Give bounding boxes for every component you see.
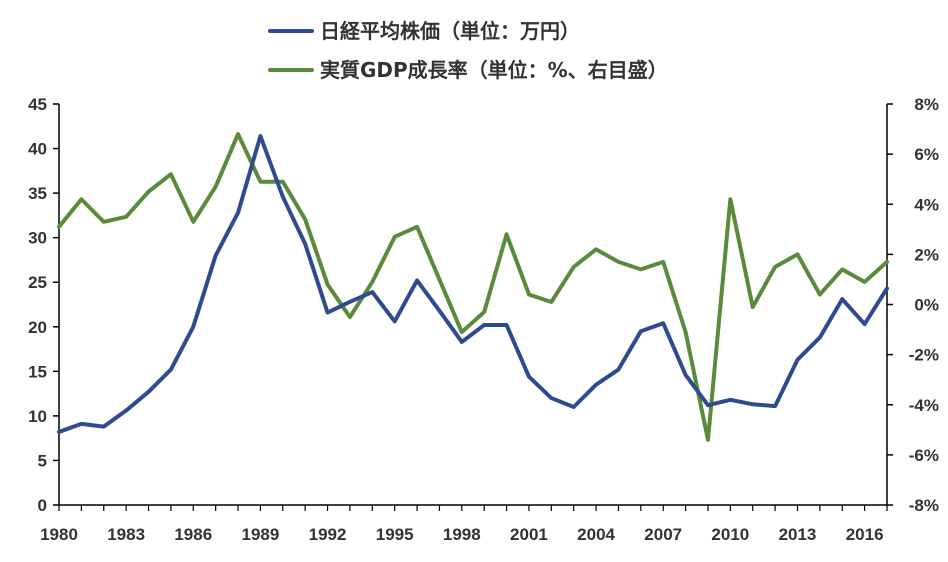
x-tick-label: 1989	[241, 525, 279, 544]
right-tick-label: 2%	[914, 245, 939, 264]
left-tick-label: 15	[28, 362, 47, 381]
right-tick-label: -6%	[909, 446, 939, 465]
right-tick-label: 6%	[914, 145, 939, 164]
left-tick-label: 30	[28, 229, 47, 248]
left-tick-label: 0	[38, 496, 47, 515]
x-tick-label: 1983	[107, 525, 145, 544]
right-tick-label: -2%	[909, 346, 939, 365]
left-tick-label: 5	[38, 451, 47, 470]
legend-item-gdp: 実質GDP成長率（単位：%、右目盛）	[268, 58, 668, 82]
left-tick-label: 20	[28, 318, 47, 337]
x-tick-label: 2001	[510, 525, 548, 544]
legend-label-gdp: 実質GDP成長率（単位：%、右目盛）	[320, 58, 668, 82]
left-tick-label: 10	[28, 407, 47, 426]
legend: 日経平均株価（単位：万円） 実質GDP成長率（単位：%、右目盛）	[268, 19, 668, 82]
right-tick-label: 0%	[914, 296, 939, 315]
x-tick-label: 2013	[779, 525, 817, 544]
series-layer	[57, 132, 889, 442]
left-axis-ticks: 0 5 10 15 20 25 30 35 40 45	[28, 95, 59, 515]
right-tick-label: -8%	[909, 496, 939, 515]
x-tick-label: 2007	[644, 525, 682, 544]
x-tick-label: 1980	[40, 525, 78, 544]
x-tick-label: 1986	[174, 525, 212, 544]
right-tick-label: 4%	[914, 195, 939, 214]
right-tick-label: -4%	[909, 396, 939, 415]
x-tick-label: 1992	[309, 525, 347, 544]
right-tick-label: 8%	[914, 95, 939, 114]
series-line-nikkei	[57, 134, 889, 434]
x-tick-label: 2010	[711, 525, 749, 544]
series-line-gdp	[57, 132, 889, 442]
left-tick-label: 35	[28, 184, 47, 203]
legend-label-nikkei: 日経平均株価（単位：万円）	[320, 19, 580, 43]
x-tick-label: 2004	[577, 525, 615, 544]
x-tick-label: 1995	[376, 525, 414, 544]
left-tick-label: 25	[28, 273, 47, 292]
x-tick-label: 1998	[443, 525, 481, 544]
legend-item-nikkei: 日経平均株価（単位：万円）	[268, 19, 580, 43]
right-axis-ticks: -8% -6% -4% -2% 0% 2% 4% 6% 8%	[887, 95, 939, 515]
left-tick-label: 45	[28, 95, 47, 114]
left-tick-label: 40	[28, 140, 47, 159]
x-tick-label: 2016	[846, 525, 884, 544]
x-axis-ticks: 1980 1983 1986 1989 1992 1995 1998 2001 2004 2007…	[40, 505, 888, 544]
